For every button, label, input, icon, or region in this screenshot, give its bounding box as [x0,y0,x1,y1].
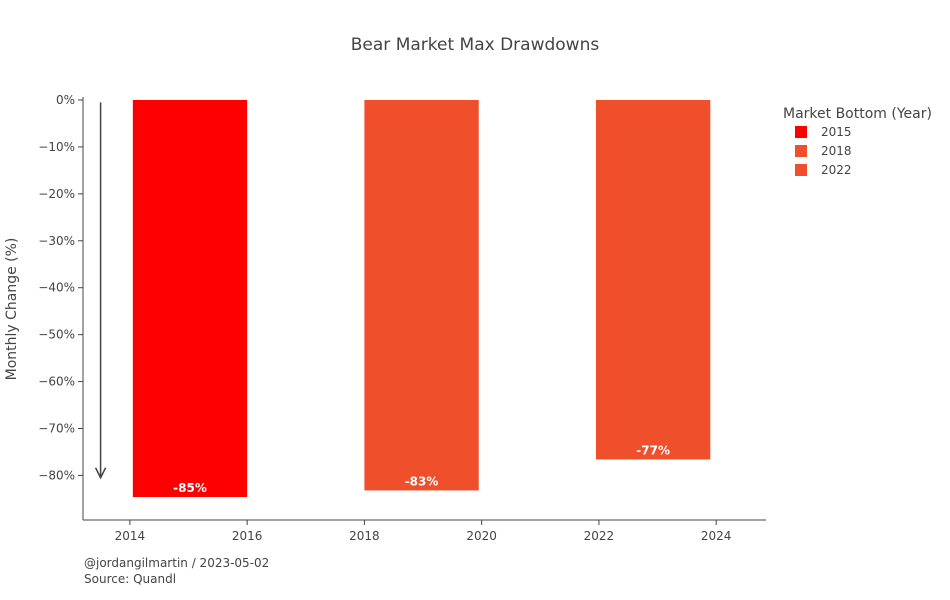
legend-label: 2015 [821,125,852,139]
legend[interactable]: Market Bottom (Year) 2015 2018 2022 [783,106,932,177]
y-axis-title: Monthly Change (%) [4,238,20,381]
legend-swatch [795,126,807,138]
y-tick-label: −50% [38,328,75,342]
legend-item-2022[interactable]: 2022 [795,163,852,177]
bar-2022 [595,100,711,460]
x-tick-label: 2022 [584,529,615,543]
downward-arrow-annotation [94,102,107,480]
y-tick-label: −60% [38,375,75,389]
x-axis: 2014 2016 2018 2020 2022 2024 [83,519,766,543]
y-axis: 0% −10% −20% −30% −40% −50% −60% −70% −80% [38,93,84,520]
legend-label: 2022 [821,163,852,177]
arrow-head [94,467,107,480]
x-tick-label: 2024 [701,529,732,543]
legend-title: Market Bottom (Year) [783,106,932,122]
x-tick-label: 2016 [232,529,263,543]
x-tick-label: 2020 [466,529,497,543]
x-tick-label: 2014 [115,529,146,543]
y-tick-label: −20% [38,187,75,201]
bar-label-2022: -77% [636,443,670,457]
legend-swatch [795,164,807,176]
legend-swatch [795,145,807,157]
footer-credit: @jordangilmartin / 2023-05-02 [84,556,269,570]
bars: -85% -83% -77% [132,100,711,498]
bar-label-2015: -85% [173,481,207,495]
footer-source: Source: Quandl [84,572,176,586]
legend-item-2015[interactable]: 2015 [795,125,852,139]
y-tick-label: 0% [56,93,75,107]
bar-2015 [132,100,248,498]
bar-label-2018: -83% [405,474,439,488]
legend-item-2018[interactable]: 2018 [795,144,852,158]
y-tick-label: −80% [38,468,75,482]
chart-title: Bear Market Max Drawdowns [351,35,600,55]
y-tick-label: −30% [38,234,75,248]
y-tick-label: −10% [38,140,75,154]
y-tick-label: −70% [38,421,75,435]
bar-2018 [364,100,479,491]
x-tick-label: 2018 [349,529,380,543]
y-tick-label: −40% [38,281,75,295]
legend-label: 2018 [821,144,852,158]
